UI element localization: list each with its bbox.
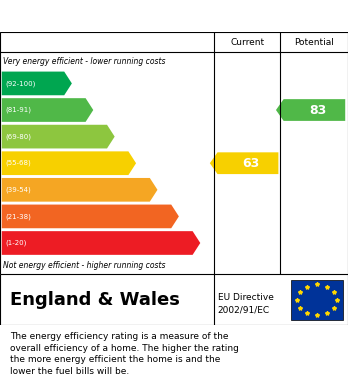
Text: 83: 83 [309, 104, 326, 117]
Text: A: A [72, 77, 82, 90]
Polygon shape [2, 204, 179, 228]
Text: England & Wales: England & Wales [10, 291, 180, 309]
Polygon shape [2, 178, 157, 202]
Polygon shape [2, 231, 200, 255]
Bar [291, 280, 343, 320]
Text: D: D [137, 157, 147, 170]
Text: 2002/91/EC: 2002/91/EC [218, 305, 270, 315]
Text: E: E [158, 183, 167, 196]
Polygon shape [2, 72, 72, 95]
Text: (92-100): (92-100) [5, 80, 35, 87]
Text: G: G [201, 237, 211, 249]
Text: Potential: Potential [294, 38, 334, 47]
Text: (39-54): (39-54) [5, 187, 31, 193]
Text: F: F [180, 210, 188, 223]
Polygon shape [2, 125, 115, 149]
Text: EU Directive: EU Directive [218, 293, 274, 302]
Text: (81-91): (81-91) [5, 107, 31, 113]
Text: (69-80): (69-80) [5, 133, 31, 140]
Polygon shape [276, 99, 345, 121]
Polygon shape [210, 152, 278, 174]
Text: Current: Current [230, 38, 264, 47]
Text: 63: 63 [242, 157, 259, 170]
Text: B: B [94, 104, 103, 117]
Text: (21-38): (21-38) [5, 213, 31, 220]
Text: Energy Efficiency Rating: Energy Efficiency Rating [69, 9, 279, 23]
Text: Not energy efficient - higher running costs: Not energy efficient - higher running co… [3, 261, 166, 270]
Polygon shape [2, 151, 136, 175]
Text: C: C [116, 130, 125, 143]
Text: (1-20): (1-20) [5, 240, 26, 246]
Text: Very energy efficient - lower running costs: Very energy efficient - lower running co… [3, 57, 166, 66]
Polygon shape [2, 98, 93, 122]
Text: (55-68): (55-68) [5, 160, 31, 167]
Text: The energy efficiency rating is a measure of the
overall efficiency of a home. T: The energy efficiency rating is a measur… [10, 332, 239, 376]
